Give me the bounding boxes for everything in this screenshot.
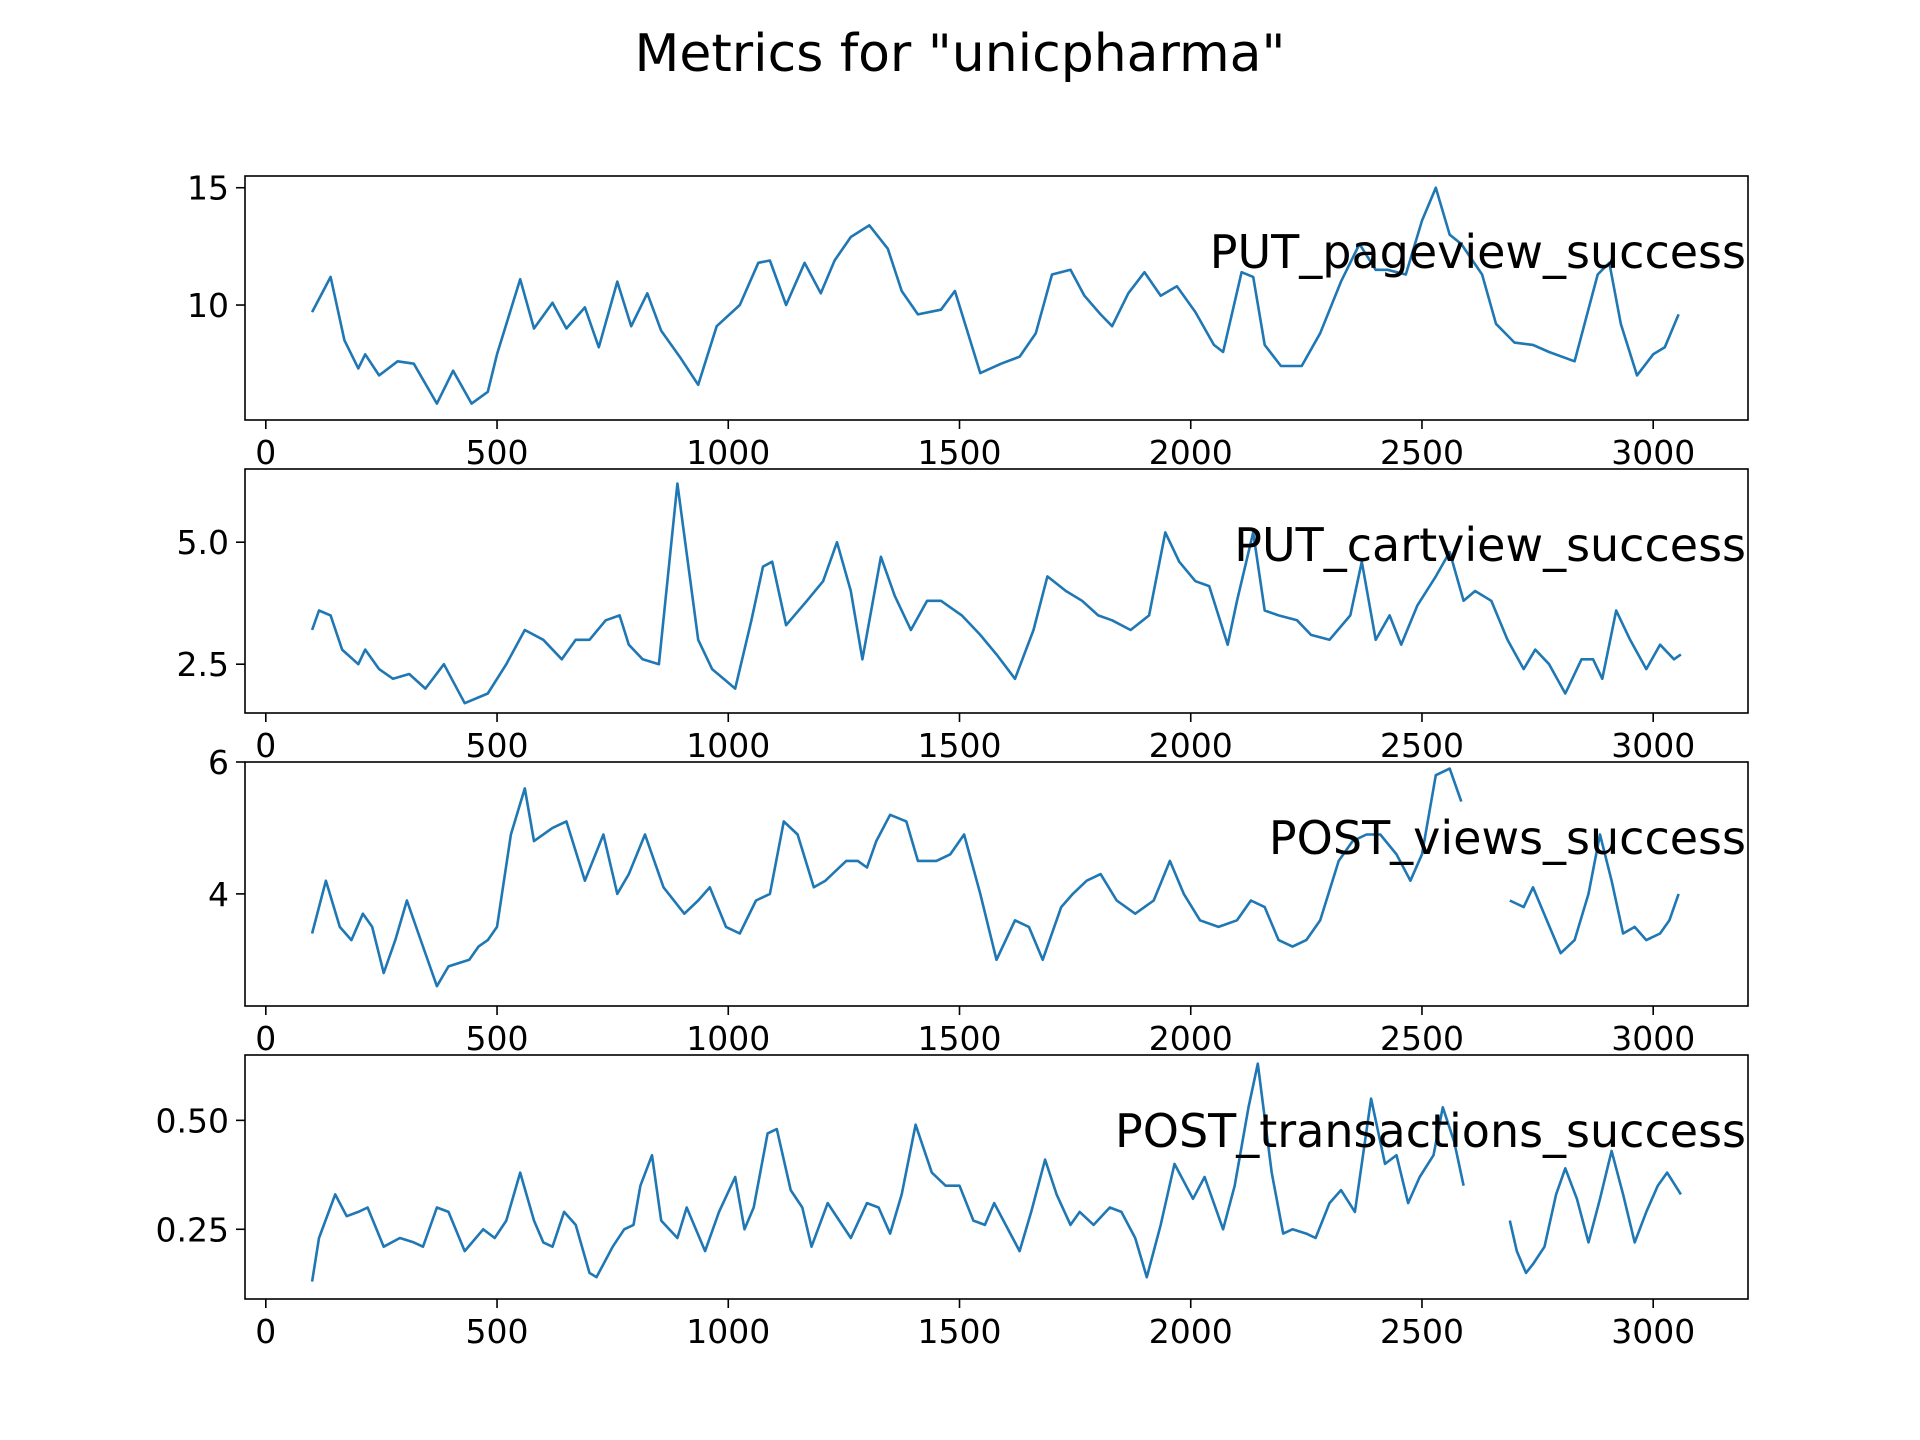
axes-frame <box>244 468 1749 714</box>
y-tick-label: 2.5 <box>177 645 229 684</box>
x-tick-label: 3000 <box>1611 433 1695 472</box>
x-tick-label: 500 <box>466 726 529 765</box>
series-annotation: PUT_pageview_success <box>1210 225 1746 279</box>
series-line-4 <box>310 1062 1682 1282</box>
axes-frame <box>244 175 1749 421</box>
x-tick-label: 500 <box>466 433 529 472</box>
subplot-3: 0 500 1000 1500 2000 2500 3000 4 6 POST_views_suc… <box>208 743 1749 1058</box>
x-tick-label: 0 <box>255 1312 276 1351</box>
y-tick-label: 15 <box>187 169 229 208</box>
y-tick-label: 0.50 <box>156 1101 229 1140</box>
series-line-1 <box>310 186 1680 405</box>
x-tick-label: 3000 <box>1611 726 1695 765</box>
subplot-2: 0 500 1000 1500 2000 2500 3000 2.5 5.0 PUT_cartvi… <box>177 468 1749 765</box>
x-tick-label: 1000 <box>686 726 770 765</box>
series-annotation: POST_views_success <box>1269 811 1746 865</box>
x-tick-label: 0 <box>255 1019 276 1058</box>
subplot-4: 0 500 1000 1500 2000 2500 3000 0.25 0.50 POST_tra… <box>156 1054 1749 1351</box>
x-tick-label: 2500 <box>1380 726 1464 765</box>
series-line-3 <box>310 767 1680 988</box>
x-tick-label: 2000 <box>1149 433 1233 472</box>
y-tick-label: 4 <box>208 875 229 914</box>
x-tick-label: 2500 <box>1380 433 1464 472</box>
x-tick-label: 500 <box>466 1312 529 1351</box>
x-tick-label: 2000 <box>1149 1019 1233 1058</box>
series-annotation: POST_transactions_success <box>1115 1104 1746 1158</box>
x-tick-label: 3000 <box>1611 1019 1695 1058</box>
x-tick-label: 2500 <box>1380 1019 1464 1058</box>
x-tick-label: 0 <box>255 726 276 765</box>
x-tick-label: 2000 <box>1149 1312 1233 1351</box>
axes-frame <box>244 1054 1749 1300</box>
figure-title: Metrics for "unicpharma" <box>635 24 1286 84</box>
x-tick-label: 1500 <box>918 726 1002 765</box>
series-annotation: PUT_cartview_success <box>1234 518 1746 572</box>
y-tick-label: 0.25 <box>156 1210 229 1249</box>
x-tick-label: 500 <box>466 1019 529 1058</box>
x-tick-label: 1500 <box>918 1019 1002 1058</box>
y-tick-label: 6 <box>208 743 229 782</box>
x-tick-label: 3000 <box>1611 1312 1695 1351</box>
x-tick-label: 1500 <box>918 433 1002 472</box>
x-tick-label: 1000 <box>686 1312 770 1351</box>
x-tick-label: 2000 <box>1149 726 1233 765</box>
x-tick-label: 1500 <box>918 1312 1002 1351</box>
x-tick-label: 1000 <box>686 433 770 472</box>
x-tick-label: 1000 <box>686 1019 770 1058</box>
x-tick-label: 2500 <box>1380 1312 1464 1351</box>
x-tick-label: 0 <box>255 433 276 472</box>
y-tick-label: 5.0 <box>177 523 229 562</box>
subplot-1: 0 500 1000 1500 2000 2500 3000 10 15 PUT_pageview… <box>187 169 1749 472</box>
y-tick-label: 10 <box>187 286 229 325</box>
axes-frame <box>244 761 1749 1007</box>
series-line-2 <box>310 482 1682 705</box>
